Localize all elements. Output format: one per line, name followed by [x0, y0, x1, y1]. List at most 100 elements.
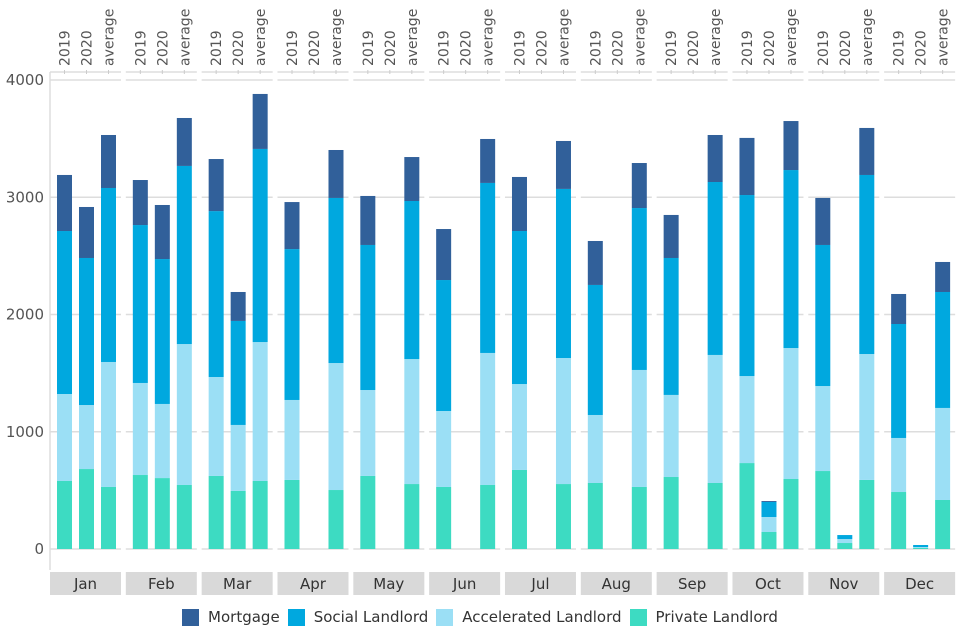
bar-segment-mar-average-accelerated-landlord[interactable]: [252, 342, 268, 481]
bar-segment-feb-2020-social-landlord[interactable]: [154, 259, 170, 404]
bar-segment-sep-2019-private-landlord[interactable]: [663, 477, 679, 549]
bar-segment-may-2019-mortgage[interactable]: [360, 195, 376, 245]
bar-segment-jan-2020-private-landlord[interactable]: [79, 469, 94, 549]
bar-segment-feb-2020-private-landlord[interactable]: [154, 478, 170, 549]
bar-segment-aug-2019-accelerated-landlord[interactable]: [587, 414, 603, 483]
bar-segment-apr-average-accelerated-landlord[interactable]: [328, 363, 344, 491]
bar-segment-aug-2019-social-landlord[interactable]: [587, 284, 603, 415]
bar-segment-oct-average-accelerated-landlord[interactable]: [783, 348, 799, 480]
bar-segment-jan-average-private-landlord[interactable]: [101, 486, 116, 549]
bar-segment-oct-average-private-landlord[interactable]: [783, 479, 799, 549]
bar-segment-mar-2020-social-landlord[interactable]: [230, 320, 246, 425]
bar-segment-dec-average-private-landlord[interactable]: [935, 499, 951, 549]
bar-segment-apr-average-private-landlord[interactable]: [328, 490, 344, 549]
bar-segment-oct-2019-mortgage[interactable]: [739, 137, 755, 196]
bar-segment-feb-2019-accelerated-landlord[interactable]: [132, 382, 148, 476]
bar-segment-jan-2019-social-landlord[interactable]: [57, 231, 72, 394]
bar-segment-jul-average-private-landlord[interactable]: [555, 484, 571, 549]
bar-segment-jan-2019-accelerated-landlord[interactable]: [57, 393, 72, 481]
bar-segment-nov-2020-social-landlord[interactable]: [837, 535, 853, 540]
bar-segment-nov-average-social-landlord[interactable]: [859, 174, 875, 355]
bar-segment-jul-2019-private-landlord[interactable]: [511, 469, 527, 549]
bar-segment-oct-2019-private-landlord[interactable]: [739, 463, 755, 549]
bar-segment-sep-2019-mortgage[interactable]: [663, 214, 679, 258]
bar-segment-mar-2020-private-landlord[interactable]: [230, 490, 246, 549]
bar-segment-jun-2019-mortgage[interactable]: [436, 229, 452, 281]
bar-segment-jun-2019-social-landlord[interactable]: [436, 280, 452, 411]
bar-segment-dec-2020-accelerated-landlord[interactable]: [913, 547, 929, 548]
bar-segment-feb-average-accelerated-landlord[interactable]: [176, 344, 192, 485]
bar-segment-apr-2019-mortgage[interactable]: [284, 202, 300, 250]
bar-segment-oct-2020-private-landlord[interactable]: [761, 531, 777, 549]
bar-segment-apr-2019-accelerated-landlord[interactable]: [284, 399, 300, 480]
bar-segment-mar-2020-accelerated-landlord[interactable]: [230, 424, 246, 491]
bar-segment-jan-2020-mortgage[interactable]: [79, 206, 94, 258]
legend-item-mortgage[interactable]: Mortgage: [182, 608, 280, 626]
bar-segment-mar-2020-mortgage[interactable]: [230, 291, 246, 321]
bar-segment-sep-average-private-landlord[interactable]: [707, 482, 723, 549]
bar-segment-may-average-accelerated-landlord[interactable]: [404, 359, 420, 485]
bar-segment-aug-2019-private-landlord[interactable]: [587, 482, 603, 549]
bar-segment-sep-average-mortgage[interactable]: [707, 134, 723, 183]
bar-segment-oct-average-mortgage[interactable]: [783, 121, 799, 171]
bar-segment-dec-2019-mortgage[interactable]: [891, 293, 907, 324]
bar-segment-jun-2019-accelerated-landlord[interactable]: [436, 410, 452, 487]
bar-segment-jul-2019-mortgage[interactable]: [511, 176, 527, 232]
bar-segment-oct-2020-accelerated-landlord[interactable]: [761, 516, 777, 532]
bar-segment-sep-2019-accelerated-landlord[interactable]: [663, 394, 679, 478]
bar-segment-nov-average-accelerated-landlord[interactable]: [859, 354, 875, 480]
bar-segment-jul-2019-accelerated-landlord[interactable]: [511, 384, 527, 470]
bar-segment-sep-average-social-landlord[interactable]: [707, 182, 723, 355]
bar-segment-dec-2020-private-landlord[interactable]: [913, 547, 929, 549]
bar-segment-nov-2019-private-landlord[interactable]: [815, 471, 831, 549]
bar-segment-jul-average-mortgage[interactable]: [555, 140, 571, 189]
bar-segment-feb-2019-mortgage[interactable]: [132, 180, 148, 226]
bar-segment-aug-average-accelerated-landlord[interactable]: [631, 369, 647, 487]
bar-segment-nov-2020-private-landlord[interactable]: [837, 543, 853, 549]
bar-segment-apr-average-social-landlord[interactable]: [328, 197, 344, 364]
bar-segment-mar-average-social-landlord[interactable]: [252, 148, 268, 343]
bar-segment-aug-2019-mortgage[interactable]: [587, 240, 603, 285]
bar-segment-oct-2020-mortgage[interactable]: [761, 501, 777, 502]
bar-segment-may-2019-accelerated-landlord[interactable]: [360, 390, 376, 476]
bar-segment-mar-2019-mortgage[interactable]: [208, 159, 224, 212]
bar-segment-apr-2019-social-landlord[interactable]: [284, 249, 300, 400]
bar-segment-feb-average-social-landlord[interactable]: [176, 165, 192, 345]
bar-segment-aug-average-social-landlord[interactable]: [631, 208, 647, 370]
bar-segment-mar-average-private-landlord[interactable]: [252, 480, 268, 549]
bar-segment-jan-average-accelerated-landlord[interactable]: [101, 361, 116, 487]
bar-segment-nov-average-private-landlord[interactable]: [859, 479, 875, 549]
bar-segment-dec-2020-social-landlord[interactable]: [913, 545, 929, 548]
bar-segment-may-average-mortgage[interactable]: [404, 157, 420, 202]
bar-segment-oct-average-social-landlord[interactable]: [783, 170, 799, 349]
bar-segment-jan-average-mortgage[interactable]: [101, 134, 116, 188]
bar-segment-jan-2019-private-landlord[interactable]: [57, 480, 72, 549]
bar-segment-apr-2019-private-landlord[interactable]: [284, 479, 300, 549]
bar-segment-dec-2019-accelerated-landlord[interactable]: [891, 437, 907, 493]
bar-segment-jan-2019-mortgage[interactable]: [57, 174, 72, 232]
bar-segment-jul-average-social-landlord[interactable]: [555, 188, 571, 358]
bar-segment-apr-average-mortgage[interactable]: [328, 149, 344, 198]
legend-item-private-landlord[interactable]: Private Landlord: [629, 608, 778, 626]
bar-segment-nov-2019-accelerated-landlord[interactable]: [815, 386, 831, 472]
bar-segment-oct-2019-social-landlord[interactable]: [739, 195, 755, 377]
bar-segment-jun-average-mortgage[interactable]: [480, 138, 496, 183]
bar-segment-dec-2019-social-landlord[interactable]: [891, 323, 907, 438]
bar-segment-jul-average-accelerated-landlord[interactable]: [555, 357, 571, 485]
legend-item-social-landlord[interactable]: Social Landlord: [287, 608, 428, 626]
bar-segment-sep-average-accelerated-landlord[interactable]: [707, 354, 723, 483]
bar-segment-mar-average-mortgage[interactable]: [252, 93, 268, 149]
bar-segment-dec-average-social-landlord[interactable]: [935, 291, 951, 408]
bar-segment-oct-2020-social-landlord[interactable]: [761, 501, 777, 517]
bar-segment-dec-average-accelerated-landlord[interactable]: [935, 407, 951, 500]
bar-segment-nov-2019-mortgage[interactable]: [815, 197, 831, 245]
bar-segment-jun-average-social-landlord[interactable]: [480, 182, 496, 353]
bar-segment-sep-2019-social-landlord[interactable]: [663, 257, 679, 395]
bar-segment-may-2019-social-landlord[interactable]: [360, 244, 376, 391]
bar-segment-feb-2020-mortgage[interactable]: [154, 204, 170, 260]
bar-segment-oct-2019-accelerated-landlord[interactable]: [739, 376, 755, 464]
bar-segment-feb-average-private-landlord[interactable]: [176, 484, 192, 549]
bar-segment-jan-2020-accelerated-landlord[interactable]: [79, 405, 94, 470]
bar-segment-feb-2019-private-landlord[interactable]: [132, 475, 148, 549]
bar-segment-jan-average-social-landlord[interactable]: [101, 187, 116, 362]
